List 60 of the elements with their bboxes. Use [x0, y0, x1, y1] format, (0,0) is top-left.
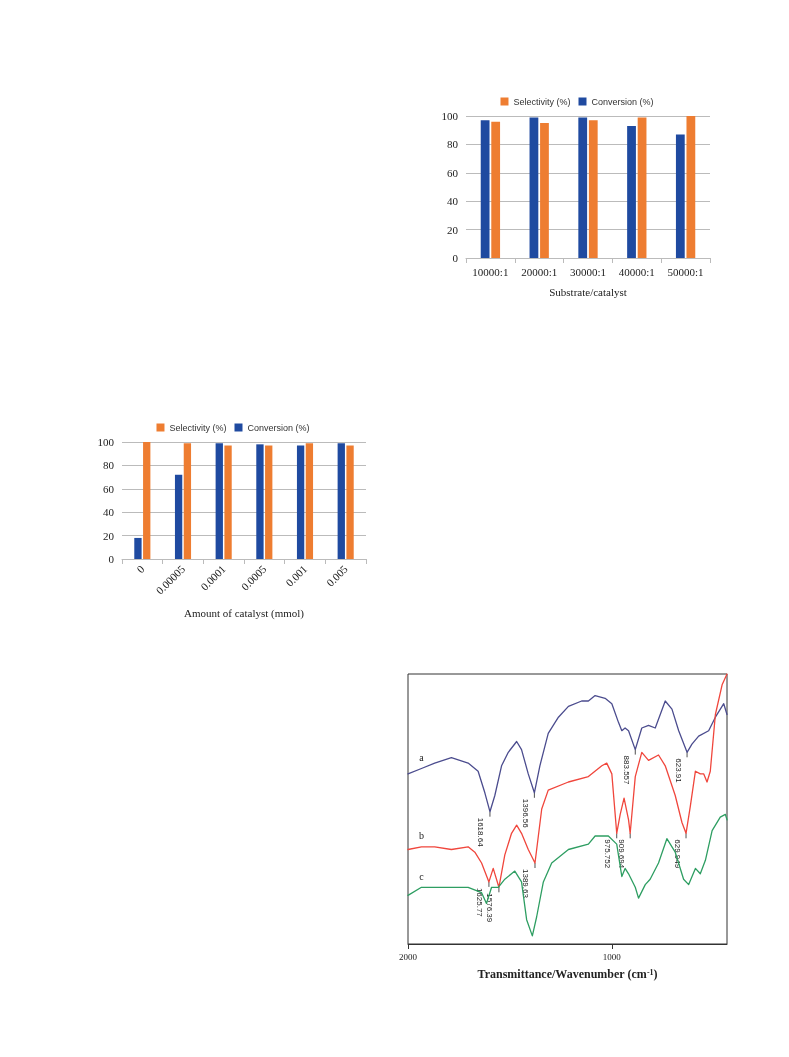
annotation: 623.91 — [673, 758, 683, 784]
bar — [491, 121, 501, 258]
bar — [627, 125, 636, 258]
x-tick-label: 40000:1 — [618, 265, 655, 278]
y-tick-label: 40 — [103, 506, 115, 519]
bar — [305, 443, 314, 559]
bar — [480, 120, 490, 258]
annotation: 1576.39 — [485, 893, 495, 923]
bar — [143, 442, 151, 559]
bar — [540, 123, 549, 258]
y-tick-label: 0 — [108, 553, 115, 565]
bar — [224, 445, 232, 559]
bar — [296, 445, 305, 559]
series-label: b — [418, 830, 424, 842]
bar — [134, 537, 142, 559]
bar — [529, 117, 539, 258]
legend-label: Selectivity (%) — [513, 96, 571, 107]
annotation: 909.694 — [616, 839, 626, 869]
x-tick-label: 0 — [134, 562, 147, 576]
annotation: 1618.64 — [476, 817, 486, 848]
x-tick-label: 20000:1 — [521, 265, 558, 278]
x-tick-label: 1000 — [602, 951, 622, 962]
annotation: 883.557 — [621, 755, 631, 786]
annotation: 1389.63 — [521, 869, 531, 899]
x-tick-label: 50000:1 — [667, 265, 704, 278]
y-tick-label: 20 — [103, 529, 115, 542]
x-axis-title: Substrate/catalyst — [549, 285, 627, 298]
x-tick-label: 2000 — [399, 951, 418, 962]
bar — [346, 445, 354, 559]
y-tick-label: 80 — [447, 138, 459, 151]
bar — [588, 120, 598, 258]
bar — [675, 134, 685, 258]
bar — [337, 443, 345, 559]
bar — [183, 443, 192, 559]
y-tick-label: 60 — [103, 482, 115, 495]
legend-label: Conversion (%) — [591, 96, 654, 107]
bar — [265, 445, 273, 559]
bar — [256, 444, 264, 559]
series-label: a — [419, 752, 425, 763]
y-tick-label: 100 — [97, 436, 115, 448]
annotation: 1625.77 — [475, 887, 485, 918]
y-tick-label: 0 — [452, 252, 459, 264]
legend-label: Selectivity (%) — [169, 422, 227, 433]
series-label: c — [419, 870, 425, 882]
y-tick-label: 40 — [447, 195, 459, 208]
x-axis-title: Amount of catalyst (mmol) — [183, 606, 305, 620]
legend-label: Conversion (%) — [247, 422, 310, 433]
y-tick-label: 20 — [447, 223, 459, 236]
y-tick-label: 80 — [103, 459, 115, 472]
annotation: 975.752 — [603, 839, 613, 869]
y-tick-label: 100 — [441, 110, 459, 122]
x-tick-label: 30000:1 — [569, 265, 607, 278]
y-tick-label: 60 — [447, 166, 459, 179]
bar — [215, 443, 223, 559]
x-tick-label: 10000:1 — [472, 265, 509, 278]
bar — [637, 117, 647, 258]
bar — [174, 474, 183, 559]
annotation: 1396.56 — [520, 798, 530, 829]
bar — [686, 116, 696, 258]
bar — [578, 117, 588, 258]
